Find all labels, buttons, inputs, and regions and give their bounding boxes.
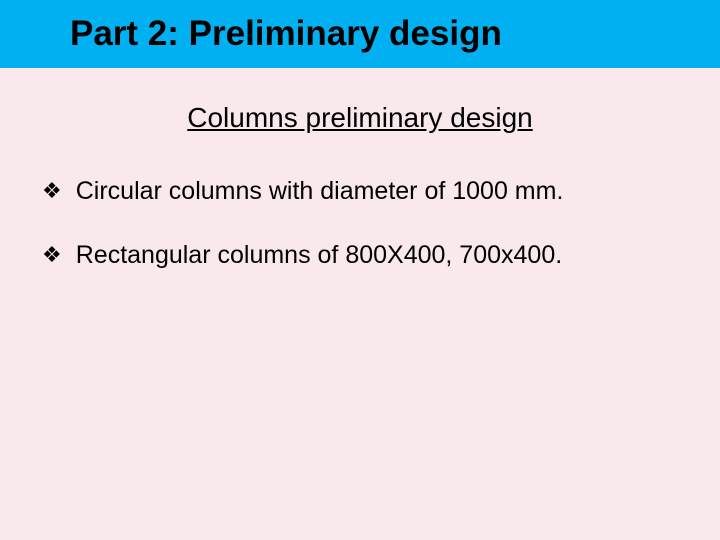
bullet-text: Rectangular columns of 800X400, 700x400.: [76, 240, 562, 270]
list-item: ❖ Rectangular columns of 800X400, 700x40…: [42, 240, 720, 270]
diamond-bullet-icon: ❖: [42, 240, 62, 270]
title-bar: Part 2: Preliminary design: [0, 0, 720, 68]
diamond-bullet-icon: ❖: [42, 176, 62, 206]
bullet-text: Circular columns with diameter of 1000 m…: [76, 176, 564, 206]
section-subtitle: Columns preliminary design: [187, 102, 532, 133]
bullet-list: ❖ Circular columns with diameter of 1000…: [0, 176, 720, 270]
page-title: Part 2: Preliminary design: [70, 14, 720, 54]
list-item: ❖ Circular columns with diameter of 1000…: [42, 176, 720, 206]
subtitle-container: Columns preliminary design: [0, 102, 720, 134]
